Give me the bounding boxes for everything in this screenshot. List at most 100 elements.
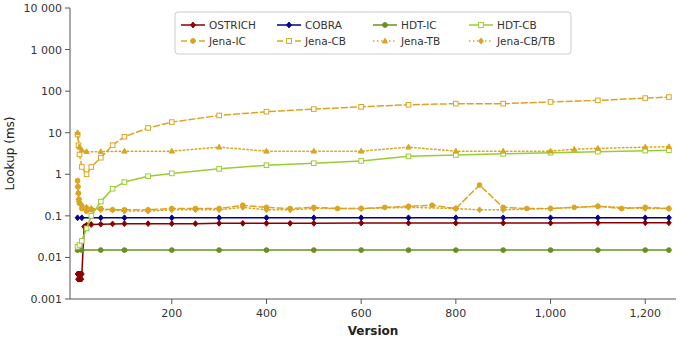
data-point: [240, 204, 245, 210]
y-tick: [65, 257, 70, 258]
data-point: [98, 149, 103, 154]
legend-marker: [383, 23, 388, 28]
data-point: [193, 207, 198, 213]
data-point: [79, 276, 84, 282]
legend-marker: [479, 23, 484, 28]
data-point: [311, 248, 316, 253]
data-point: [110, 207, 115, 213]
data-point: [406, 144, 411, 149]
legend-label: HDT-IC: [401, 19, 437, 31]
y-axis-line: [70, 8, 71, 299]
data-point: [84, 149, 89, 154]
series-line: [78, 249, 669, 251]
data-point: [110, 207, 115, 212]
legend-marker: [287, 39, 292, 44]
data-point: [595, 248, 600, 253]
data-point: [666, 206, 671, 211]
y-tick-label: 0.001: [31, 293, 63, 306]
data-point: [169, 248, 174, 253]
data-point: [122, 221, 127, 227]
data-point: [146, 174, 151, 179]
data-point: [240, 220, 245, 226]
data-point: [453, 148, 458, 153]
data-point: [406, 154, 411, 159]
data-point: [643, 215, 648, 221]
data-point: [311, 148, 316, 153]
x-tick: [455, 299, 456, 304]
x-tick: [361, 299, 362, 304]
legend-marker: [191, 39, 196, 44]
data-point: [169, 120, 174, 125]
legend-label: Jena-CB/TB: [496, 35, 555, 47]
y-tick: [65, 215, 70, 216]
data-point: [359, 148, 364, 153]
data-point: [595, 215, 600, 221]
series: [75, 130, 672, 154]
y-tick-label: 1 000: [31, 44, 63, 57]
data-point: [264, 207, 269, 213]
y-tick-label: 10: [48, 127, 62, 140]
data-point: [359, 159, 364, 164]
x-tick: [171, 299, 172, 304]
data-point: [359, 206, 364, 212]
y-tick: [65, 174, 70, 175]
y-tick: [65, 299, 70, 300]
series: [75, 215, 671, 221]
data-point: [359, 105, 364, 110]
x-tick-label: 200: [161, 307, 182, 320]
data-point: [264, 248, 269, 253]
data-point: [477, 207, 482, 213]
data-point: [78, 271, 83, 277]
data-point: [312, 161, 317, 166]
data-point: [110, 186, 115, 191]
series: [75, 148, 671, 249]
data-point: [406, 248, 411, 253]
data-point: [596, 98, 601, 103]
data-point: [288, 207, 293, 213]
data-point: [548, 206, 553, 212]
data-point: [89, 165, 94, 170]
data-point: [76, 184, 81, 189]
x-tick: [550, 299, 551, 304]
data-point: [98, 248, 103, 253]
data-point: [264, 148, 269, 153]
data-point: [122, 134, 127, 139]
legend-label: OSTRICH: [209, 19, 256, 31]
data-point: [454, 101, 459, 106]
axes: 2004006008001,0001,2000.0010.010.1110100…: [24, 2, 677, 320]
data-point: [643, 206, 648, 212]
data-point: [146, 126, 151, 131]
data-point: [406, 215, 411, 221]
data-point: [84, 204, 89, 210]
series-line: [78, 150, 669, 247]
x-tick: [645, 299, 646, 304]
data-point: [169, 207, 174, 213]
legend-marker: [382, 38, 387, 43]
data-point: [548, 215, 553, 221]
data-point: [666, 215, 671, 221]
data-point: [288, 220, 293, 226]
data-point: [122, 208, 127, 214]
data-point: [264, 163, 269, 168]
data-point: [75, 184, 80, 190]
data-point: [84, 226, 89, 231]
y-axis-label: Lookup (ms): [3, 116, 17, 190]
data-point: [84, 172, 89, 177]
data-point: [122, 180, 127, 185]
data-point: [595, 204, 600, 209]
data-point: [548, 148, 553, 153]
legend-label: Jena-TB: [400, 35, 440, 47]
data-point: [169, 221, 174, 227]
data-point: [453, 215, 458, 221]
data-point: [477, 183, 482, 188]
data-point: [76, 190, 81, 196]
data-point: [595, 203, 600, 209]
data-point: [122, 248, 127, 253]
data-point: [79, 215, 84, 221]
data-point: [406, 204, 411, 210]
legend-marker: [479, 38, 484, 44]
data-point: [122, 148, 127, 153]
y-tick-label: 0.1: [45, 210, 63, 223]
data-point: [311, 206, 316, 212]
data-point: [667, 95, 672, 100]
